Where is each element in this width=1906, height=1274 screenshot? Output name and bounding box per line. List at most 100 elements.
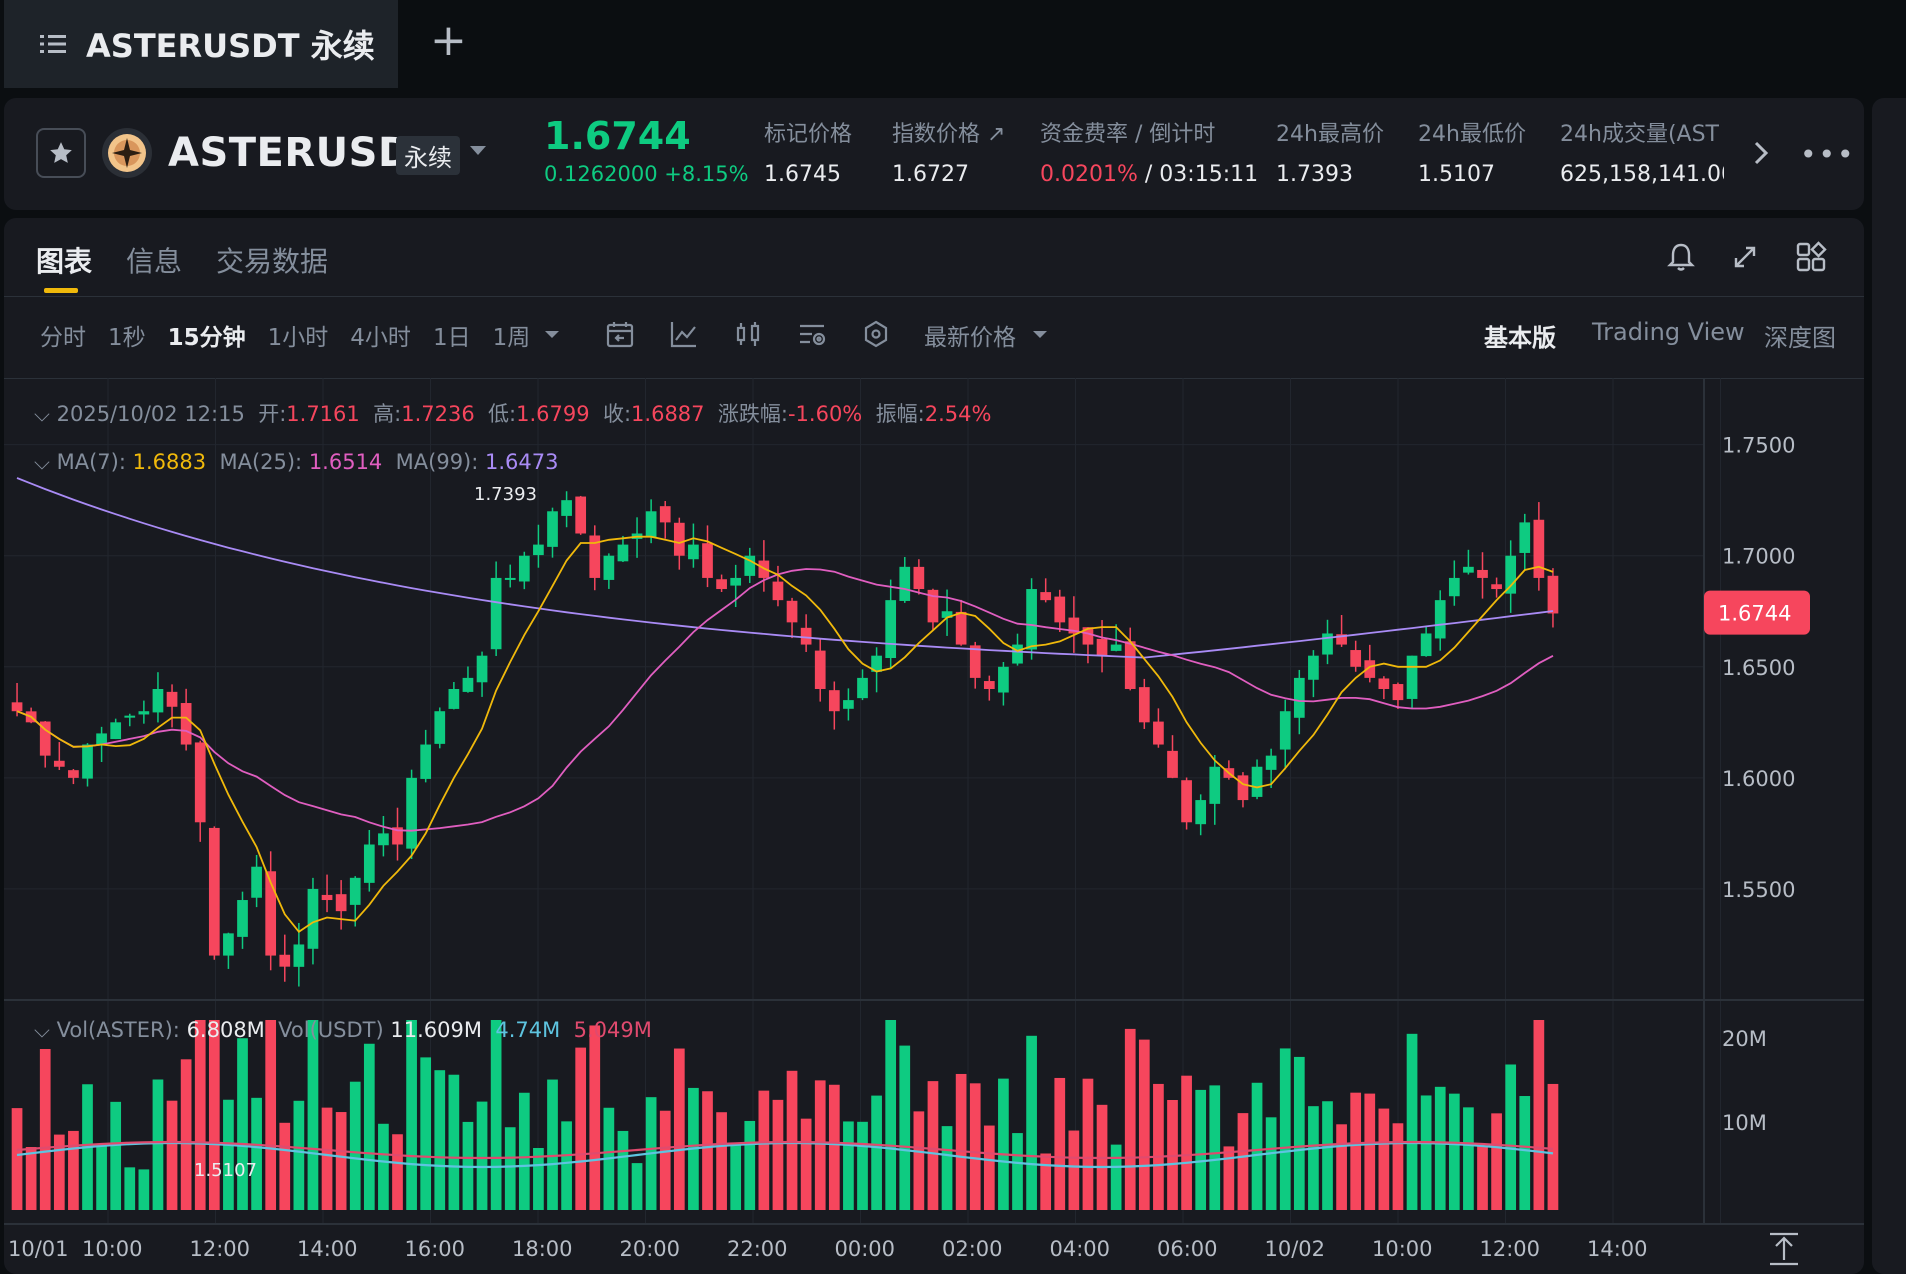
volume-bar <box>1138 1039 1150 1210</box>
candle-body <box>1082 627 1094 645</box>
bell-icon[interactable] <box>1664 240 1698 274</box>
interval-dropdown-icon[interactable] <box>540 322 564 346</box>
candle-body <box>1124 641 1136 689</box>
volume-bar <box>1322 1101 1333 1210</box>
volume-bar <box>631 1163 643 1210</box>
y-tick-label: 1.7000 <box>1722 545 1795 569</box>
ma25-label: MA(25): <box>219 450 303 474</box>
ma25-line <box>16 568 1554 832</box>
candle-body <box>1012 644 1023 664</box>
amplitude-label: 振幅: <box>875 402 925 426</box>
legend-collapse-icon[interactable]: ⌵ <box>34 402 50 426</box>
aster-coin-logo-icon <box>102 128 152 178</box>
volume-bar <box>378 1123 389 1210</box>
candle-body <box>561 500 572 516</box>
latest-price-select[interactable]: 最新价格 <box>924 318 1016 352</box>
ma-collapse-icon[interactable]: ⌵ <box>34 450 50 474</box>
symbol-name[interactable]: ASTERUSDT <box>168 130 440 176</box>
candle-body <box>1322 633 1333 655</box>
chevron-right-icon[interactable] <box>1746 136 1776 170</box>
legend-date: 2025/10/02 12:15 <box>56 402 245 426</box>
interval-4h[interactable]: 4小时 <box>350 325 411 351</box>
x-tick-label: 18:00 <box>512 1237 573 1261</box>
volume-bar <box>1491 1113 1502 1210</box>
vol-ma1-value: 4.74M <box>495 1018 561 1042</box>
candlestick-type-icon[interactable] <box>732 318 764 350</box>
stat-funding-rate[interactable]: 资金费率 / 倒计时 0.0201% / 03:15:11 <box>1040 116 1258 187</box>
candle-body <box>1477 569 1488 578</box>
favorite-star-icon[interactable] <box>36 128 86 178</box>
last-price: 1.6744 <box>544 114 691 158</box>
stat-index-price[interactable]: 指数价格 ↗ 1.6727 <box>892 116 1005 187</box>
volume-bar <box>25 1147 37 1210</box>
interval-15m[interactable]: 15分钟 <box>167 325 246 351</box>
candle-body <box>1519 522 1531 553</box>
volume-bar <box>504 1127 516 1210</box>
interval-1d[interactable]: 1日 <box>432 325 471 351</box>
volume-bar <box>1251 1082 1263 1210</box>
chevron-down-icon[interactable] <box>1028 322 1052 346</box>
volume-bar <box>1237 1113 1249 1210</box>
candle-body <box>180 703 192 745</box>
expand-icon[interactable] <box>1728 240 1762 274</box>
interval-1w[interactable]: 1周 <box>492 325 531 351</box>
calendar-icon[interactable] <box>604 318 636 350</box>
volume-bar <box>1463 1107 1474 1210</box>
x-tick-label: 04:00 <box>1050 1237 1111 1261</box>
volume-bar <box>843 1121 854 1210</box>
vol-ma2-value: 5.049M <box>573 1018 652 1042</box>
ma25-value: 1.6514 <box>308 450 383 474</box>
tab-trading-data[interactable]: 交易数据 <box>216 245 329 278</box>
interval-time[interactable]: 分时 <box>40 325 86 351</box>
candle-body <box>293 944 305 967</box>
stat-value: 0.0201% / 03:15:11 <box>1040 162 1258 187</box>
view-tradingview[interactable]: Trading View <box>1592 318 1745 346</box>
symbol-dropdown-icon[interactable] <box>470 146 486 155</box>
settings-lines-icon[interactable] <box>796 318 828 350</box>
candle-body <box>1138 687 1150 723</box>
candle-body <box>828 690 840 712</box>
y-tick-label: 1.5500 <box>1722 878 1795 902</box>
candle-body <box>983 681 995 689</box>
funding-rate-value: 0.0201% <box>1040 162 1138 187</box>
tab-info[interactable]: 信息 <box>126 245 183 278</box>
volume-bar <box>1040 1153 1052 1210</box>
view-basic[interactable]: 基本版 <box>1484 324 1556 352</box>
interval-1h[interactable]: 1小时 <box>267 325 329 351</box>
y-tick-label: 1.6500 <box>1722 656 1795 680</box>
volume-collapse-icon[interactable]: ⌵ <box>34 1018 50 1042</box>
volume-bar <box>857 1121 868 1210</box>
layout-grid-icon[interactable] <box>1794 240 1828 274</box>
volume-bar <box>659 1110 671 1210</box>
ma7-line <box>16 535 1554 934</box>
candle-body <box>363 844 375 883</box>
interval-1s[interactable]: 1秒 <box>108 325 146 351</box>
candle-body <box>96 733 107 745</box>
low-value: 1.6799 <box>516 402 590 426</box>
indicator-chart-icon[interactable] <box>668 318 700 350</box>
hexagon-settings-icon[interactable] <box>860 318 892 350</box>
candlestick-chart[interactable]: 1.7500 1.7000 1.6500 1.6000 1.5500 1.7393 1.51… <box>4 218 1864 1274</box>
tab-title: ASTERUSDT 永续 <box>86 27 375 65</box>
x-tick-label: 10:00 <box>1372 1237 1433 1261</box>
candle-body <box>476 655 488 683</box>
candle-body <box>589 535 601 578</box>
candle-body <box>378 833 389 846</box>
candle-body <box>843 700 854 709</box>
volume-bar <box>1505 1064 1517 1210</box>
x-tick-label: 22:00 <box>727 1237 788 1261</box>
x-tick-label: 10/01 <box>8 1237 69 1261</box>
current-price-tag <box>1704 590 1810 635</box>
ma7-value: 1.6883 <box>132 450 207 474</box>
candle-body <box>39 721 51 756</box>
x-tick-label: 02:00 <box>942 1237 1003 1261</box>
volume-bar <box>533 1147 544 1210</box>
more-options-icon[interactable]: ••• <box>1800 138 1856 171</box>
candle-body <box>208 827 220 956</box>
stat-value: 1.5107 <box>1418 162 1495 187</box>
view-depth[interactable]: 深度图 <box>1764 324 1836 352</box>
tab-asterusdt[interactable]: ASTERUSDT 永续 <box>4 0 398 88</box>
add-tab-icon[interactable]: + <box>430 15 467 66</box>
tab-chart[interactable]: 图表 <box>36 245 93 278</box>
chart-tabs: 图表 信息 交易数据 <box>36 240 328 280</box>
